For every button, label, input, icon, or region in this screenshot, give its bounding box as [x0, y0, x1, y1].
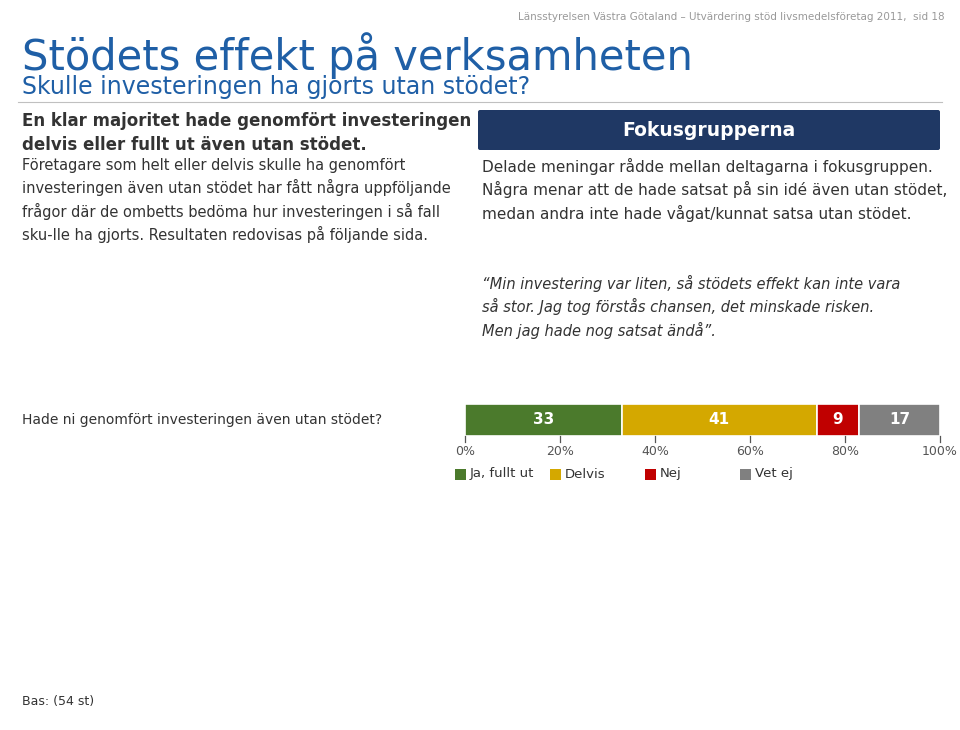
- FancyBboxPatch shape: [478, 110, 940, 150]
- Text: 40%: 40%: [641, 445, 669, 458]
- Text: Delvis: Delvis: [565, 467, 606, 480]
- Text: Vet ej: Vet ej: [755, 467, 793, 480]
- FancyBboxPatch shape: [859, 404, 940, 436]
- FancyBboxPatch shape: [622, 404, 817, 436]
- Text: Länsstyrelsen Västra Götaland – Utvärdering stöd livsmedelsföretag 2011,  sid 18: Länsstyrelsen Västra Götaland – Utvärder…: [518, 12, 945, 22]
- Text: 0%: 0%: [455, 445, 475, 458]
- Text: 100%: 100%: [922, 445, 958, 458]
- Text: Nej: Nej: [660, 467, 682, 480]
- FancyBboxPatch shape: [740, 469, 751, 480]
- FancyBboxPatch shape: [550, 469, 561, 480]
- Text: Skulle investeringen ha gjorts utan stödet?: Skulle investeringen ha gjorts utan stöd…: [22, 75, 530, 99]
- Text: 60%: 60%: [736, 445, 764, 458]
- FancyBboxPatch shape: [645, 469, 656, 480]
- Text: Fokusgrupperna: Fokusgrupperna: [622, 120, 796, 139]
- Text: 9: 9: [832, 412, 843, 428]
- Text: Hade ni genomfört investeringen även utan stödet?: Hade ni genomfört investeringen även uta…: [22, 413, 382, 427]
- Text: 80%: 80%: [831, 445, 859, 458]
- Text: “Min investering var liten, så stödets effekt kan inte vara
så stor. Jag tog för: “Min investering var liten, så stödets e…: [482, 275, 900, 339]
- Text: En klar majoritet hade genomfört investeringen
delvis eller fullt ut även utan s: En klar majoritet hade genomfört investe…: [22, 112, 471, 153]
- Text: Stödets effekt på verksamheten: Stödets effekt på verksamheten: [22, 32, 693, 79]
- FancyBboxPatch shape: [465, 404, 622, 436]
- FancyBboxPatch shape: [455, 469, 466, 480]
- FancyBboxPatch shape: [817, 404, 859, 436]
- Text: Företagare som helt eller delvis skulle ha genomfört
investeringen även utan stö: Företagare som helt eller delvis skulle …: [22, 158, 451, 243]
- Text: Delade meningar rådde mellan deltagarna i fokusgruppen. Några menar att de hade : Delade meningar rådde mellan deltagarna …: [482, 158, 948, 222]
- Text: 33: 33: [533, 412, 554, 428]
- Text: Ja, fullt ut: Ja, fullt ut: [470, 467, 535, 480]
- Text: Bas: (54 st): Bas: (54 st): [22, 695, 94, 708]
- Text: 17: 17: [889, 412, 910, 428]
- Text: 20%: 20%: [546, 445, 574, 458]
- Text: 41: 41: [708, 412, 730, 428]
